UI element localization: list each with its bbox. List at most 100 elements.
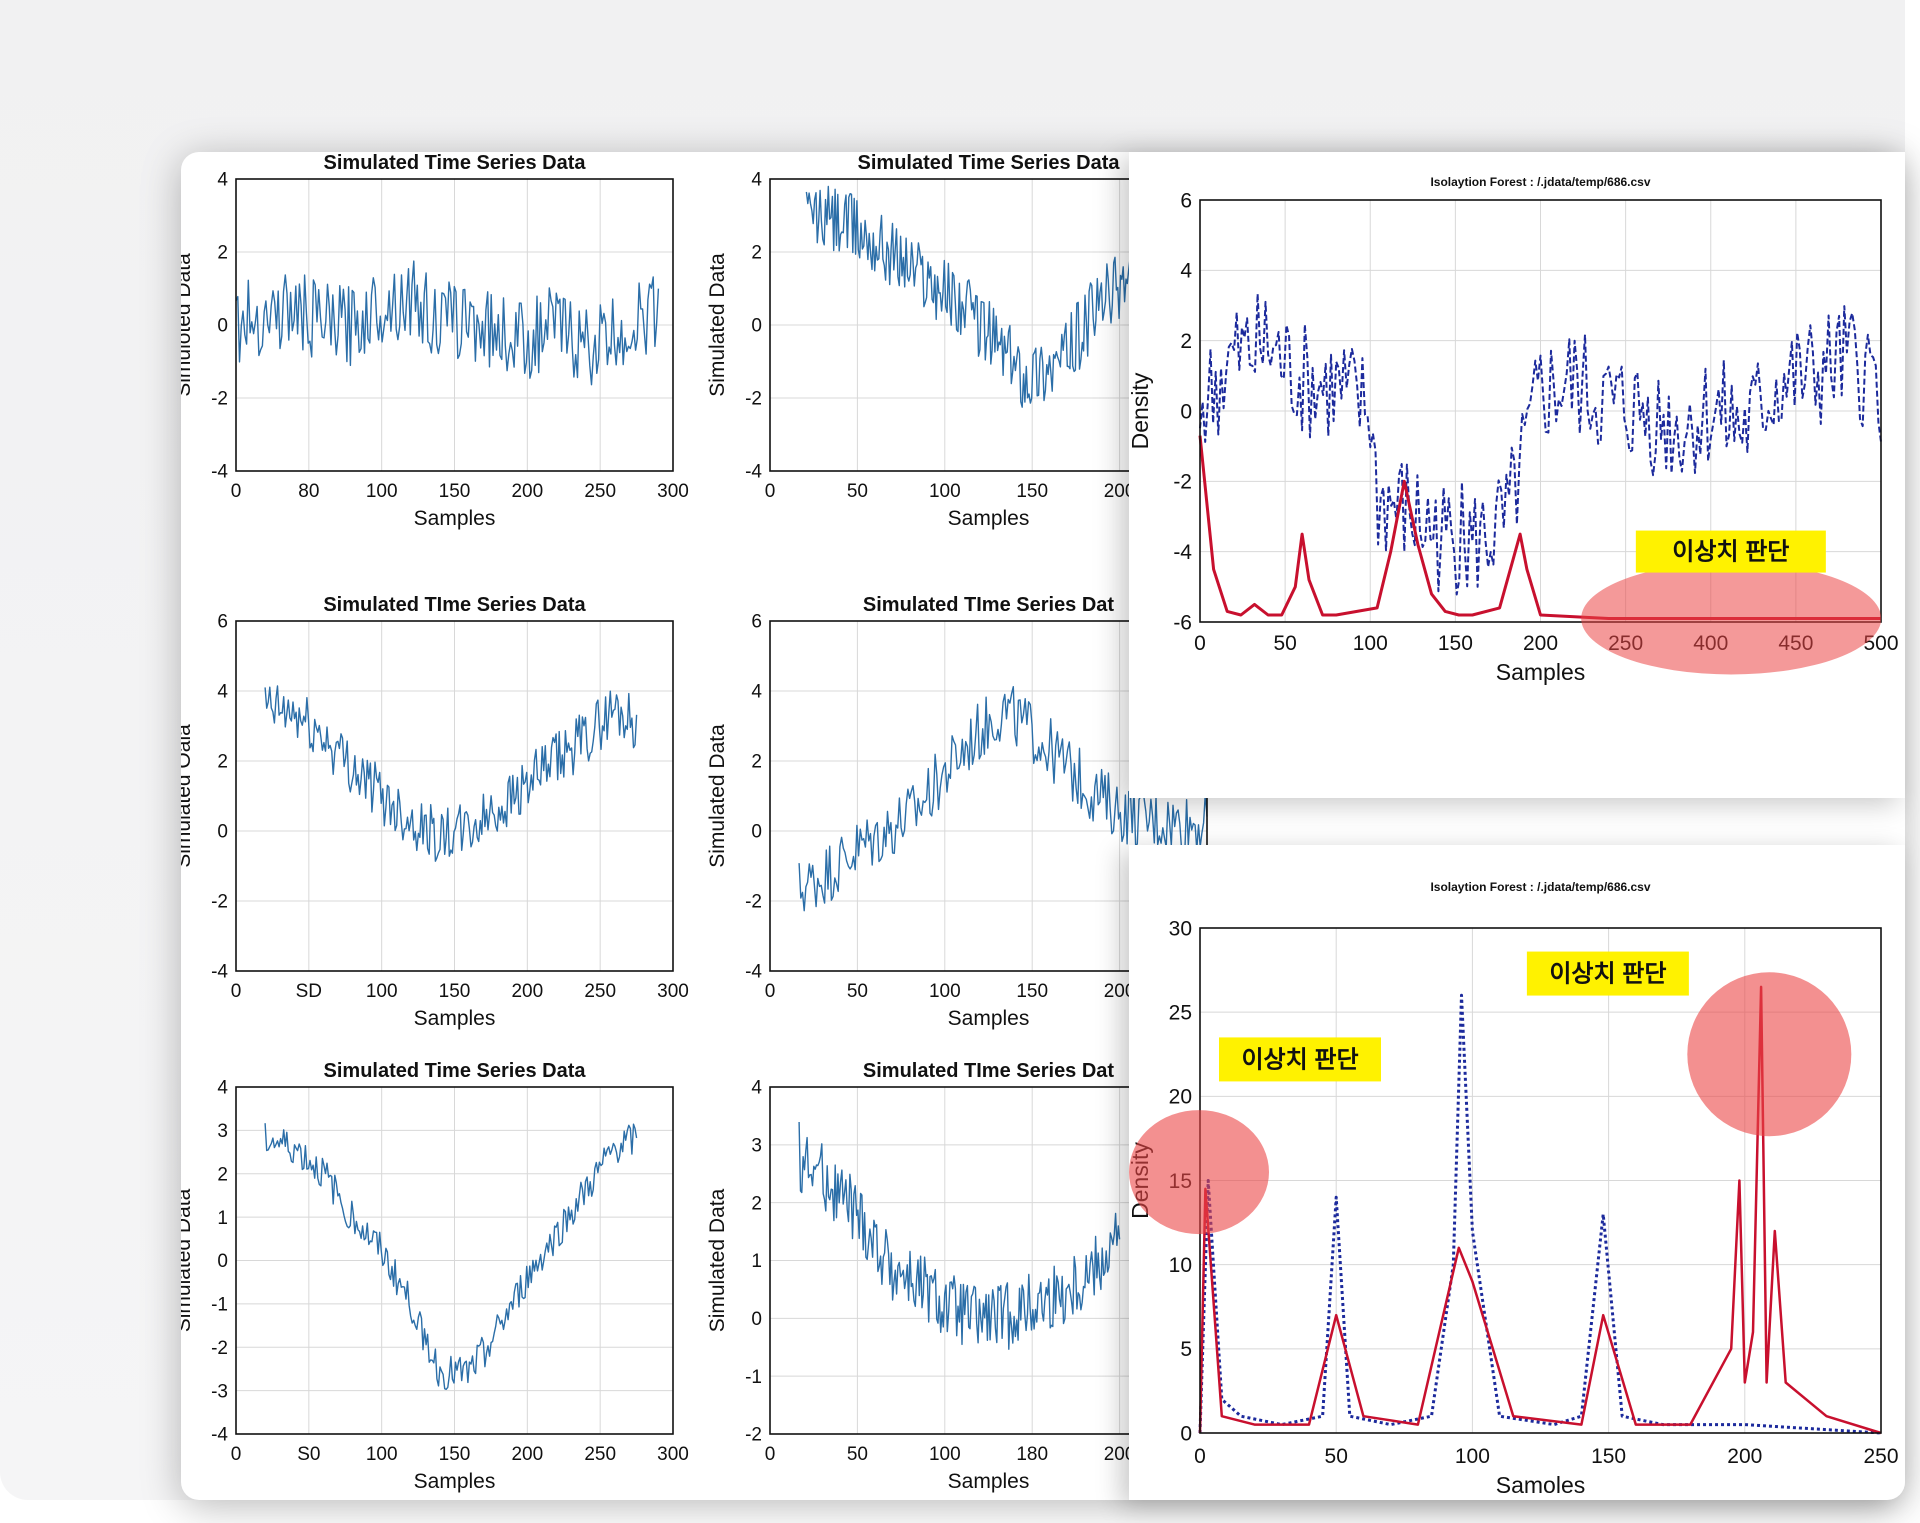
- y-tick-label: -2: [211, 1338, 228, 1359]
- x-tick-label: 200: [511, 481, 543, 502]
- y-tick-label: -2: [745, 892, 762, 913]
- x-tick-label: 100: [1353, 632, 1388, 655]
- x-tick-label: 200: [1523, 632, 1558, 655]
- series-line-1: [798, 686, 1208, 912]
- isolation-forest-panel-top: 050100150200250400450500-6-4-20246Isolay…: [1127, 152, 1905, 798]
- y-axis-label: Simulated Data: [181, 1188, 195, 1332]
- chart-title: Isolaytion Forest : /.jdata/temp/686.csv: [1430, 880, 1650, 894]
- chart-iforest-2: 050100150200250051015202530Isolaytion Fo…: [1127, 880, 1899, 1498]
- x-tick-label: 100: [366, 481, 398, 502]
- x-tick-label: 180: [1016, 1444, 1048, 1465]
- chart-iforest-1: 050100150200250400450500-6-4-20246Isolay…: [1127, 175, 1899, 685]
- y-tick-label: 4: [217, 170, 228, 191]
- y-tick-label: -4: [745, 962, 762, 983]
- x-tick-label: 150: [1016, 481, 1048, 502]
- y-axis-label: Simulated Data: [706, 253, 729, 397]
- plot-frame: [1199, 199, 1882, 623]
- series-line-1: [264, 685, 638, 862]
- series-line-1: [235, 260, 660, 386]
- y-tick-label: -4: [211, 1425, 228, 1446]
- chart-small-1: 0 80 100 150 200 250 300 -4 -2 0 2 4 Simulated Time …: [181, 152, 689, 530]
- x-tick-label: 100: [929, 481, 961, 502]
- x-tick-label: 200: [1104, 481, 1136, 502]
- x-tick-label: 100: [1455, 1445, 1490, 1468]
- x-axis-label: Samples: [414, 507, 496, 530]
- y-tick-label: 2: [217, 752, 228, 773]
- x-tick-label: 300: [657, 481, 689, 502]
- y-tick-label: 4: [217, 682, 228, 703]
- x-tick-label: 200: [511, 1444, 543, 1465]
- chart-title: Simulated Time Series Data: [324, 152, 587, 174]
- x-axis-label: Samples: [414, 1007, 496, 1030]
- x-tick-label: 250: [584, 481, 616, 502]
- y-tick-label: 4: [751, 1078, 762, 1099]
- x-axis-label: Samples: [948, 507, 1030, 530]
- x-tick-label: S0: [297, 1444, 320, 1465]
- annotation-box-left: [1219, 1037, 1381, 1082]
- x-tick-label: 200: [1727, 1445, 1762, 1468]
- y-tick-label: 0: [751, 316, 762, 337]
- chart-title: Simulated Time Series Data: [858, 152, 1121, 174]
- chart-title: Simulated TIme Series Dat: [863, 594, 1115, 616]
- y-axis-label: Simulated Data: [706, 724, 729, 868]
- y-tick-label: 2: [751, 243, 762, 264]
- y-tick-label: -1: [745, 1367, 762, 1388]
- series-line-1: [798, 1121, 1121, 1350]
- y-tick-label: -2: [1173, 471, 1192, 494]
- x-tick-label: 250: [584, 1444, 616, 1465]
- y-tick-label: 3: [217, 1121, 228, 1142]
- x-tick-label: 150: [1016, 981, 1048, 1002]
- x-tick-label: 150: [1438, 632, 1473, 655]
- x-tick-label: 50: [1273, 632, 1296, 655]
- y-tick-label: 2: [217, 1164, 228, 1185]
- y-tick-label: -2: [745, 1425, 762, 1446]
- x-axis-label: Samples: [1496, 659, 1585, 685]
- y-tick-label: 1: [751, 1251, 762, 1272]
- y-tick-label: 25: [1169, 1002, 1192, 1025]
- x-tick-label: 0: [765, 1444, 776, 1465]
- y-tick-label: 4: [751, 682, 762, 703]
- series-line-1: [1198, 993, 1882, 1435]
- y-tick-label: 0: [751, 822, 762, 843]
- x-tick-label: 0: [231, 981, 242, 1002]
- x-tick-label: 50: [847, 1444, 868, 1465]
- y-axis-label: Simulated Oala: [181, 724, 195, 868]
- y-tick-label: 0: [1180, 1422, 1192, 1445]
- series-line-1: [1199, 292, 1882, 596]
- x-axis-label: Samples: [948, 1007, 1030, 1030]
- isolation-forest-chart-2: 050100150200250051015202530Isolaytion Fo…: [1127, 880, 1899, 1498]
- x-axis-label: Samples: [948, 1470, 1030, 1493]
- y-axis-label: Simulated Data: [706, 1188, 729, 1332]
- y-tick-label: -4: [745, 462, 762, 483]
- x-tick-label: 80: [298, 481, 319, 502]
- x-axis-label: Samples: [414, 1470, 496, 1493]
- y-tick-label: 2: [1180, 330, 1192, 353]
- y-axis-label: Simuloted Data: [181, 253, 195, 397]
- x-tick-label: 100: [366, 981, 398, 1002]
- chart-title: Simulated Time Series Data: [324, 1060, 587, 1082]
- x-tick-label: 300: [657, 1444, 689, 1465]
- series-line-1: [805, 185, 1135, 408]
- y-tick-label: -6: [1173, 611, 1192, 634]
- x-tick-label: 50: [1325, 1445, 1348, 1468]
- y-tick-label: 0: [217, 822, 228, 843]
- x-tick-label: 250: [1863, 1445, 1898, 1468]
- y-tick-label: 4: [217, 1078, 228, 1099]
- y-tick-label: 2: [217, 243, 228, 264]
- x-tick-label: 0: [231, 481, 242, 502]
- annotation-box: [1635, 530, 1826, 573]
- x-tick-label: 0: [1194, 1445, 1206, 1468]
- annotation-box-right: [1526, 951, 1689, 996]
- x-tick-label: 150: [439, 981, 471, 1002]
- y-tick-label: -4: [211, 962, 228, 983]
- x-tick-label: 100: [366, 1444, 398, 1465]
- chart-title: Simulated TIme Series Dat: [863, 1060, 1115, 1082]
- y-tick-label: 2: [751, 1193, 762, 1214]
- y-tick-label: 1: [217, 1208, 228, 1229]
- x-tick-label: 0: [1194, 632, 1206, 655]
- y-axis-label: Density: [1129, 372, 1153, 449]
- y-tick-label: 6: [751, 612, 762, 633]
- series-line-1: [264, 1123, 638, 1391]
- x-tick-label: 150: [439, 1444, 471, 1465]
- y-tick-label: 4: [751, 170, 762, 191]
